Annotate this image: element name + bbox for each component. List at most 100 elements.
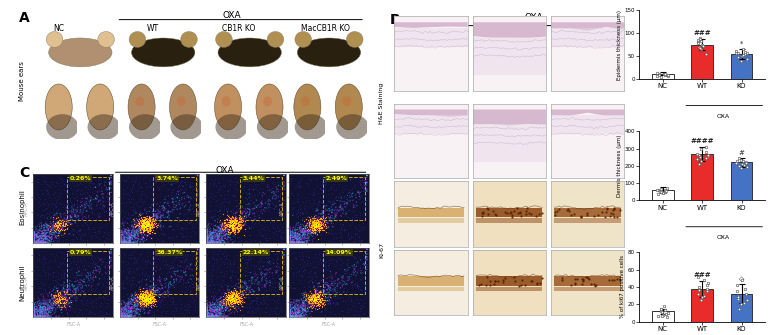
Point bbox=[702, 154, 714, 159]
Point bbox=[652, 313, 664, 318]
Point bbox=[658, 189, 670, 194]
Text: Neutrophil: Neutrophil bbox=[19, 264, 25, 300]
Point bbox=[701, 152, 713, 157]
Point bbox=[741, 160, 753, 165]
Point bbox=[696, 42, 709, 47]
Point bbox=[655, 309, 667, 314]
Point bbox=[655, 306, 667, 311]
Point bbox=[693, 45, 706, 51]
Point bbox=[741, 56, 754, 61]
Point bbox=[700, 149, 713, 155]
Bar bbox=[691, 289, 713, 322]
Point bbox=[661, 186, 673, 191]
Point bbox=[660, 188, 673, 194]
Point bbox=[741, 164, 754, 170]
Bar bbox=[691, 154, 713, 200]
Point bbox=[735, 302, 747, 307]
Point bbox=[691, 291, 703, 296]
Point bbox=[739, 49, 751, 54]
Point bbox=[662, 72, 674, 78]
Point bbox=[701, 280, 713, 285]
Point bbox=[740, 160, 752, 165]
Y-axis label: Dermis thickness (μm): Dermis thickness (μm) bbox=[617, 135, 621, 197]
Point bbox=[736, 162, 748, 167]
Point bbox=[658, 71, 670, 76]
Point bbox=[736, 54, 748, 59]
Point bbox=[656, 190, 668, 195]
Point bbox=[692, 40, 704, 45]
Point bbox=[696, 295, 708, 300]
Point bbox=[695, 146, 707, 151]
Bar bbox=[730, 162, 752, 200]
Point bbox=[733, 155, 745, 161]
Point bbox=[659, 311, 672, 317]
Point bbox=[701, 286, 713, 291]
Text: OXA: OXA bbox=[524, 13, 543, 22]
Point bbox=[658, 304, 670, 309]
Text: CB1R KO: CB1R KO bbox=[222, 24, 256, 33]
Bar bbox=[652, 74, 673, 79]
Text: MacCB1R KO: MacCB1R KO bbox=[566, 35, 615, 44]
Point bbox=[695, 47, 707, 52]
Point bbox=[651, 71, 663, 76]
Point bbox=[655, 74, 667, 79]
Point bbox=[741, 51, 753, 56]
Point bbox=[659, 187, 672, 192]
Text: NC: NC bbox=[53, 24, 64, 33]
Point bbox=[730, 159, 743, 164]
Point bbox=[652, 187, 665, 193]
Text: ###: ### bbox=[693, 30, 711, 37]
Point bbox=[694, 39, 707, 44]
Point bbox=[651, 73, 663, 78]
Text: Ki-67: Ki-67 bbox=[380, 242, 384, 258]
Point bbox=[659, 72, 672, 77]
Point bbox=[656, 314, 669, 319]
Point bbox=[697, 43, 710, 49]
Text: OXA: OXA bbox=[223, 11, 241, 20]
Point bbox=[700, 283, 713, 288]
Point bbox=[693, 35, 706, 41]
Point bbox=[739, 286, 751, 291]
Point bbox=[691, 151, 703, 156]
Point bbox=[733, 163, 745, 169]
Point bbox=[691, 156, 703, 161]
Point bbox=[731, 296, 744, 302]
Point bbox=[731, 55, 744, 60]
Point bbox=[692, 38, 704, 43]
Text: OXA: OXA bbox=[717, 235, 730, 240]
Point bbox=[656, 307, 668, 312]
Text: OXA: OXA bbox=[717, 114, 730, 119]
Point bbox=[695, 158, 707, 163]
Point bbox=[697, 277, 710, 283]
Point bbox=[652, 191, 664, 196]
Point bbox=[730, 50, 742, 55]
Point bbox=[700, 144, 713, 149]
Text: NC: NC bbox=[421, 35, 431, 44]
Point bbox=[700, 155, 713, 161]
Point bbox=[700, 289, 713, 294]
Point bbox=[740, 291, 752, 296]
Point bbox=[739, 51, 751, 57]
Point bbox=[735, 166, 747, 171]
Text: NC: NC bbox=[53, 177, 64, 186]
Point bbox=[662, 73, 674, 78]
Point bbox=[730, 289, 743, 294]
Point bbox=[693, 288, 705, 293]
Point bbox=[694, 154, 707, 160]
Point bbox=[737, 162, 750, 168]
Point bbox=[692, 41, 704, 46]
Point bbox=[736, 277, 748, 283]
Point bbox=[659, 189, 671, 194]
Point bbox=[693, 284, 705, 290]
Point bbox=[660, 315, 673, 320]
Point bbox=[651, 188, 663, 193]
Point bbox=[733, 306, 745, 311]
Point bbox=[695, 297, 707, 303]
Point bbox=[693, 153, 705, 158]
Point bbox=[653, 188, 666, 194]
Point bbox=[735, 157, 747, 162]
Point bbox=[657, 190, 669, 195]
Point bbox=[741, 297, 754, 303]
Point bbox=[662, 310, 674, 316]
Y-axis label: % of ki67 positive cells: % of ki67 positive cells bbox=[620, 256, 625, 319]
